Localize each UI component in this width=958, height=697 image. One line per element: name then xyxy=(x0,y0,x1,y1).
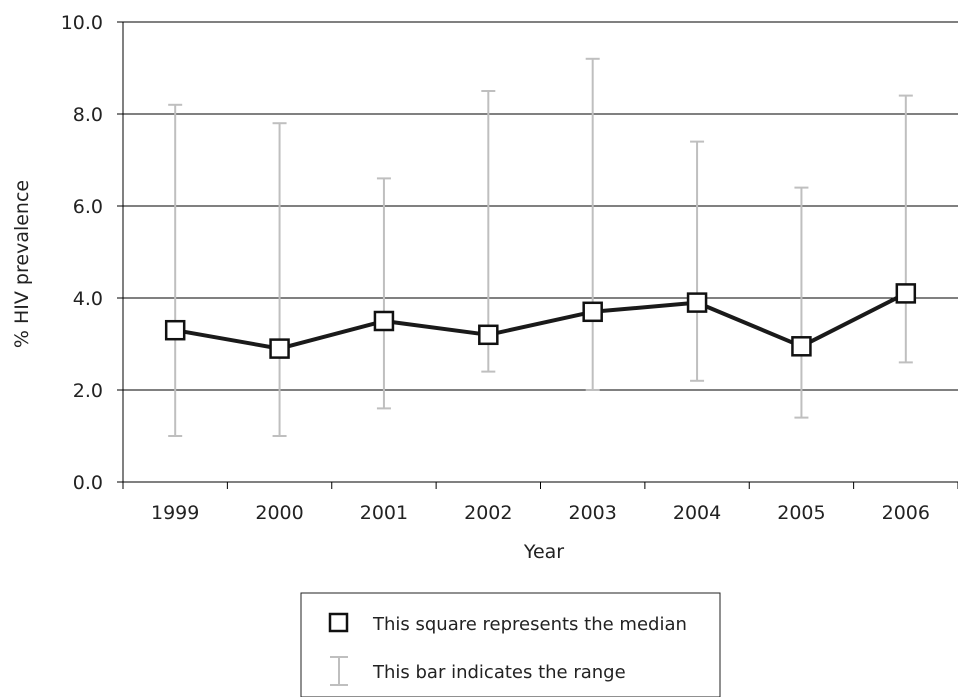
x-tick-label: 2001 xyxy=(360,502,408,524)
range-bars xyxy=(168,57,913,437)
legend-range-label: This bar indicates the range xyxy=(372,662,626,683)
range-bar xyxy=(690,140,705,382)
x-tick-label: 2000 xyxy=(255,502,303,524)
x-axis-title: Year xyxy=(523,541,564,563)
median-point xyxy=(269,338,290,359)
y-axis-title: % HIV prevalence xyxy=(11,180,33,348)
range-bar xyxy=(794,186,809,419)
legend: This square represents the median This b… xyxy=(300,592,721,697)
x-tick-label: 2003 xyxy=(569,502,617,524)
median-point xyxy=(895,283,917,304)
median-point xyxy=(164,319,186,341)
y-tick-label: 10.0 xyxy=(61,12,103,34)
y-tick-label: 2.0 xyxy=(73,380,103,402)
median-point xyxy=(686,292,708,313)
axes xyxy=(117,21,958,489)
median-point xyxy=(791,336,812,357)
error-bar-icon xyxy=(330,656,348,686)
range-bar xyxy=(168,103,183,437)
x-tick-labels: 1999 2000 2001 2002 2003 2004 2005 2006 xyxy=(151,502,930,524)
range-bar xyxy=(376,177,391,410)
median-markers xyxy=(164,283,917,359)
x-tick-label: 1999 xyxy=(151,502,199,524)
median-series-line xyxy=(174,291,907,351)
x-tick-label: 2004 xyxy=(673,502,721,524)
y-tick-label: 4.0 xyxy=(73,288,103,310)
y-tick-label: 6.0 xyxy=(73,196,103,218)
x-tick-label: 2005 xyxy=(777,502,825,524)
x-tick-label: 2006 xyxy=(882,502,930,524)
range-bar xyxy=(585,57,600,391)
median-point xyxy=(373,310,395,332)
x-tick-label: 2002 xyxy=(464,502,512,524)
y-tick-label: 0.0 xyxy=(73,472,103,494)
median-line xyxy=(174,291,907,351)
square-icon xyxy=(328,612,349,633)
y-tick-labels: 0.0 2.0 4.0 6.0 8.0 10.0 xyxy=(61,12,103,494)
y-tick-label: 8.0 xyxy=(73,104,103,126)
range-bar xyxy=(272,122,287,437)
median-point xyxy=(478,324,499,346)
legend-box xyxy=(300,592,721,697)
grid-lines xyxy=(123,21,958,391)
range-bar xyxy=(898,94,913,364)
median-point xyxy=(582,301,603,323)
legend-median-label: This square represents the median xyxy=(372,614,687,635)
